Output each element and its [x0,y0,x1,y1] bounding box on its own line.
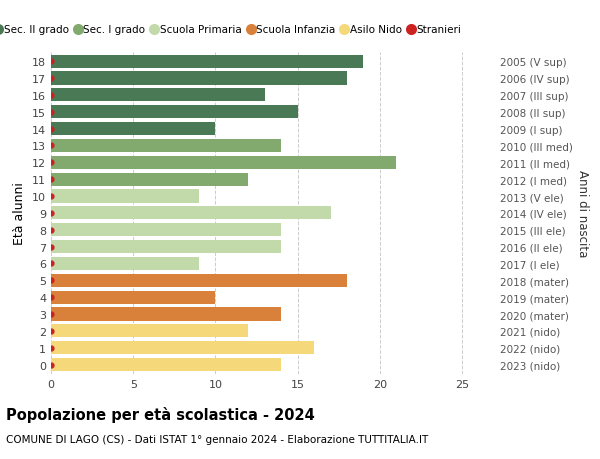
Y-axis label: Anni di nascita: Anni di nascita [577,170,589,257]
Bar [51,190,199,203]
Text: COMUNE DI LAGO (CS) - Dati ISTAT 1° gennaio 2024 - Elaborazione TUTTITALIA.IT: COMUNE DI LAGO (CS) - Dati ISTAT 1° genn… [6,434,428,444]
Bar [51,207,331,220]
Bar [51,106,298,119]
Bar [51,73,347,85]
Bar [51,325,248,338]
Bar [51,89,265,102]
Bar [51,56,364,68]
Bar [51,308,281,321]
Bar [51,123,215,136]
Legend: Sec. II grado, Sec. I grado, Scuola Primaria, Scuola Infanzia, Asilo Nido, Stran: Sec. II grado, Sec. I grado, Scuola Prim… [0,21,466,39]
Bar [51,224,281,237]
Bar [51,140,281,153]
Bar [51,173,248,186]
Bar [51,291,215,304]
Bar [51,157,397,169]
Bar [51,257,199,270]
Bar [51,241,281,254]
Bar [51,358,281,371]
Text: Popolazione per età scolastica - 2024: Popolazione per età scolastica - 2024 [6,406,315,422]
Bar [51,274,347,287]
Bar [51,341,314,354]
Y-axis label: Età alunni: Età alunni [13,182,26,245]
